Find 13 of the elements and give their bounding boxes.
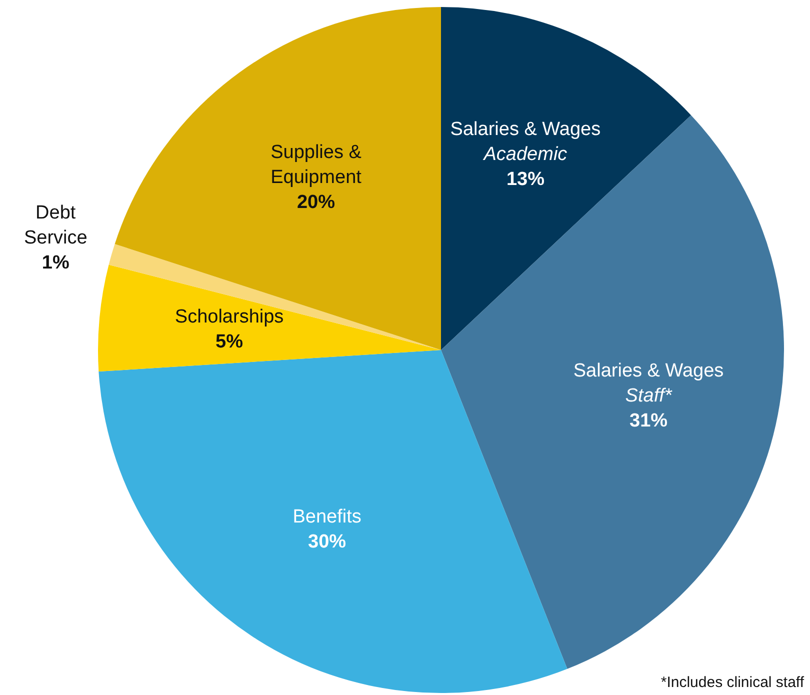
slice-label: Benefits bbox=[292, 506, 362, 528]
text: *Includes clinical staff bbox=[660, 674, 804, 691]
slice-label: Scholarships bbox=[174, 306, 284, 328]
slice-label: Salaries & Wages Academic bbox=[450, 119, 601, 166]
slice-label: Salaries & Wages Staff* bbox=[573, 360, 724, 407]
data-label: 1% bbox=[42, 252, 70, 274]
data-label: 13% bbox=[506, 169, 545, 190]
data-label: 5% bbox=[216, 332, 244, 353]
slice-label: Supplies & Equipment bbox=[270, 142, 362, 188]
data-label: 31% bbox=[630, 410, 668, 432]
data-label: 30% bbox=[308, 531, 346, 552]
data-label: 20% bbox=[296, 192, 336, 214]
slice-label: Debt Service bbox=[24, 202, 88, 248]
